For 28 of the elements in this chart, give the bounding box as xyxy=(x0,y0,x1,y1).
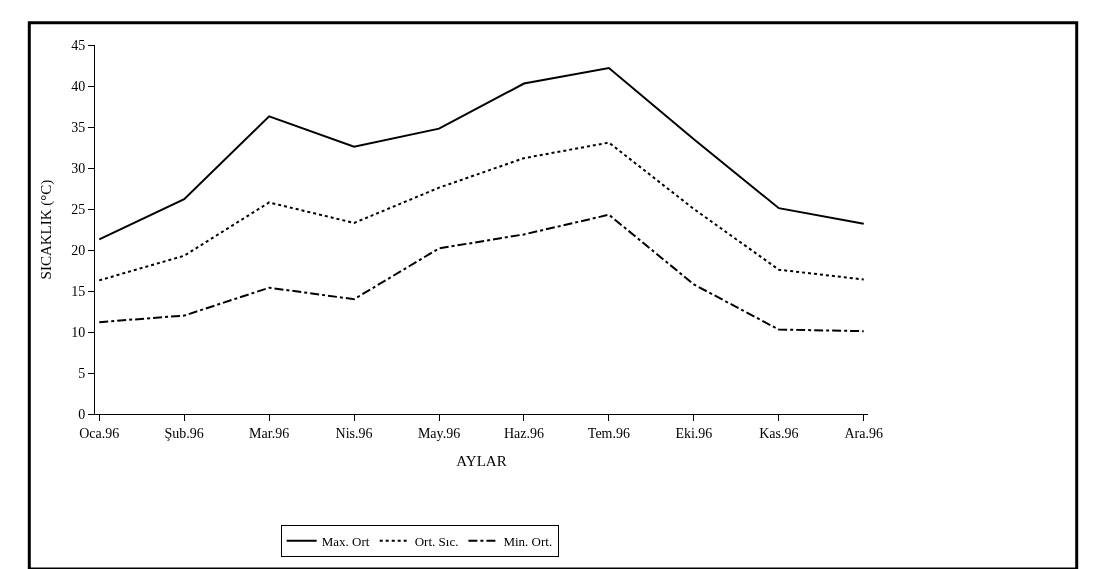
x-tick-label: Şub.96 xyxy=(164,425,204,441)
line-series xyxy=(98,141,865,282)
legend-label: Max. Ort xyxy=(321,533,370,549)
x-tick-label: Nis.96 xyxy=(335,425,373,441)
x-tick-label: Tem.96 xyxy=(587,425,631,441)
line-series xyxy=(98,66,865,241)
x-axis-title: AYLAR xyxy=(456,452,507,469)
x-tick-label: Eki.96 xyxy=(675,425,713,441)
y-tick-label: 40 xyxy=(71,78,86,94)
y-tick-label: 20 xyxy=(71,242,86,258)
x-tick-label: Kas.96 xyxy=(759,425,799,441)
x-tick-label: Haz.96 xyxy=(503,425,544,441)
y-tick-label: 0 xyxy=(78,406,86,422)
y-tick-label: 45 xyxy=(71,37,86,53)
legend-label: Ort. Sıc. xyxy=(414,533,459,549)
x-tick-label: May.96 xyxy=(417,425,461,441)
y-tick-label: 30 xyxy=(71,160,86,176)
line-series xyxy=(98,213,865,333)
y-tick-label: 10 xyxy=(71,324,86,340)
legend-label: Min. Ort. xyxy=(503,533,553,549)
x-tick-label: Ara.96 xyxy=(844,425,883,441)
y-tick-label: 15 xyxy=(71,283,86,299)
y-tick-label: 25 xyxy=(71,201,86,217)
y-axis-title: SICAKLIK (°C) xyxy=(38,179,56,280)
y-tick-label: 35 xyxy=(71,119,86,135)
x-tick-label: Mar.96 xyxy=(249,425,290,441)
x-tick-label: Oca.96 xyxy=(79,425,120,441)
y-tick-label: 5 xyxy=(78,365,86,381)
